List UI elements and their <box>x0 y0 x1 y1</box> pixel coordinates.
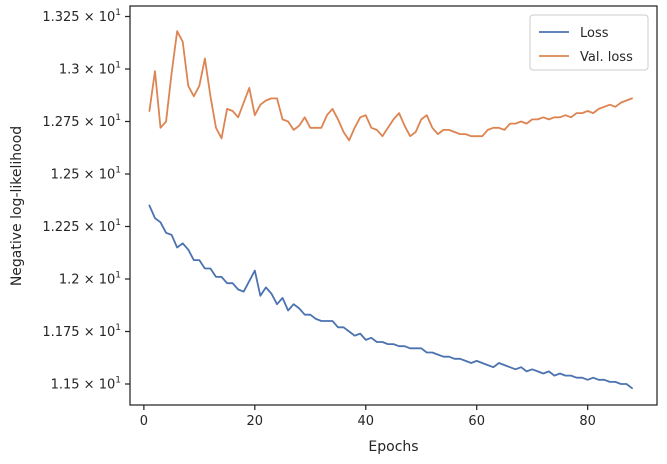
y-tick-label: 1.275 × 101 <box>42 113 121 130</box>
x-tick-label: 40 <box>357 414 374 429</box>
y-tick-label: 1.3 × 101 <box>59 61 121 78</box>
y-tick-label: 1.225 × 101 <box>42 218 121 235</box>
series-lines <box>148 30 633 390</box>
y-tick-label: 1.25 × 101 <box>51 166 121 183</box>
legend: Loss Val. loss <box>529 14 649 71</box>
series-line-val-loss <box>148 30 633 142</box>
y-tick-label: 1.15 × 101 <box>51 376 121 393</box>
x-axis-label: Epochs <box>368 439 418 455</box>
legend-label-loss: Loss <box>580 26 609 41</box>
x-axis-ticks: 0 20 40 60 80 <box>140 405 596 429</box>
y-axis-label: Negative log-likelihood <box>9 126 25 286</box>
x-tick-label: 0 <box>140 414 148 429</box>
series-line-loss <box>148 204 633 390</box>
legend-label-val-loss: Val. loss <box>580 50 633 65</box>
y-axis-ticks: 1.15 × 101 1.175 × 101 1.2 × 101 1.225 × 10… <box>42 8 130 393</box>
y-tick-label: 1.175 × 101 <box>42 323 121 340</box>
x-tick-label: 60 <box>468 414 485 429</box>
x-tick-label: 80 <box>579 414 596 429</box>
y-tick-label: 1.325 × 101 <box>42 8 121 25</box>
plot-area-frame <box>129 5 658 406</box>
y-tick-label: 1.2 × 101 <box>59 271 121 288</box>
x-tick-label: 20 <box>247 414 264 429</box>
